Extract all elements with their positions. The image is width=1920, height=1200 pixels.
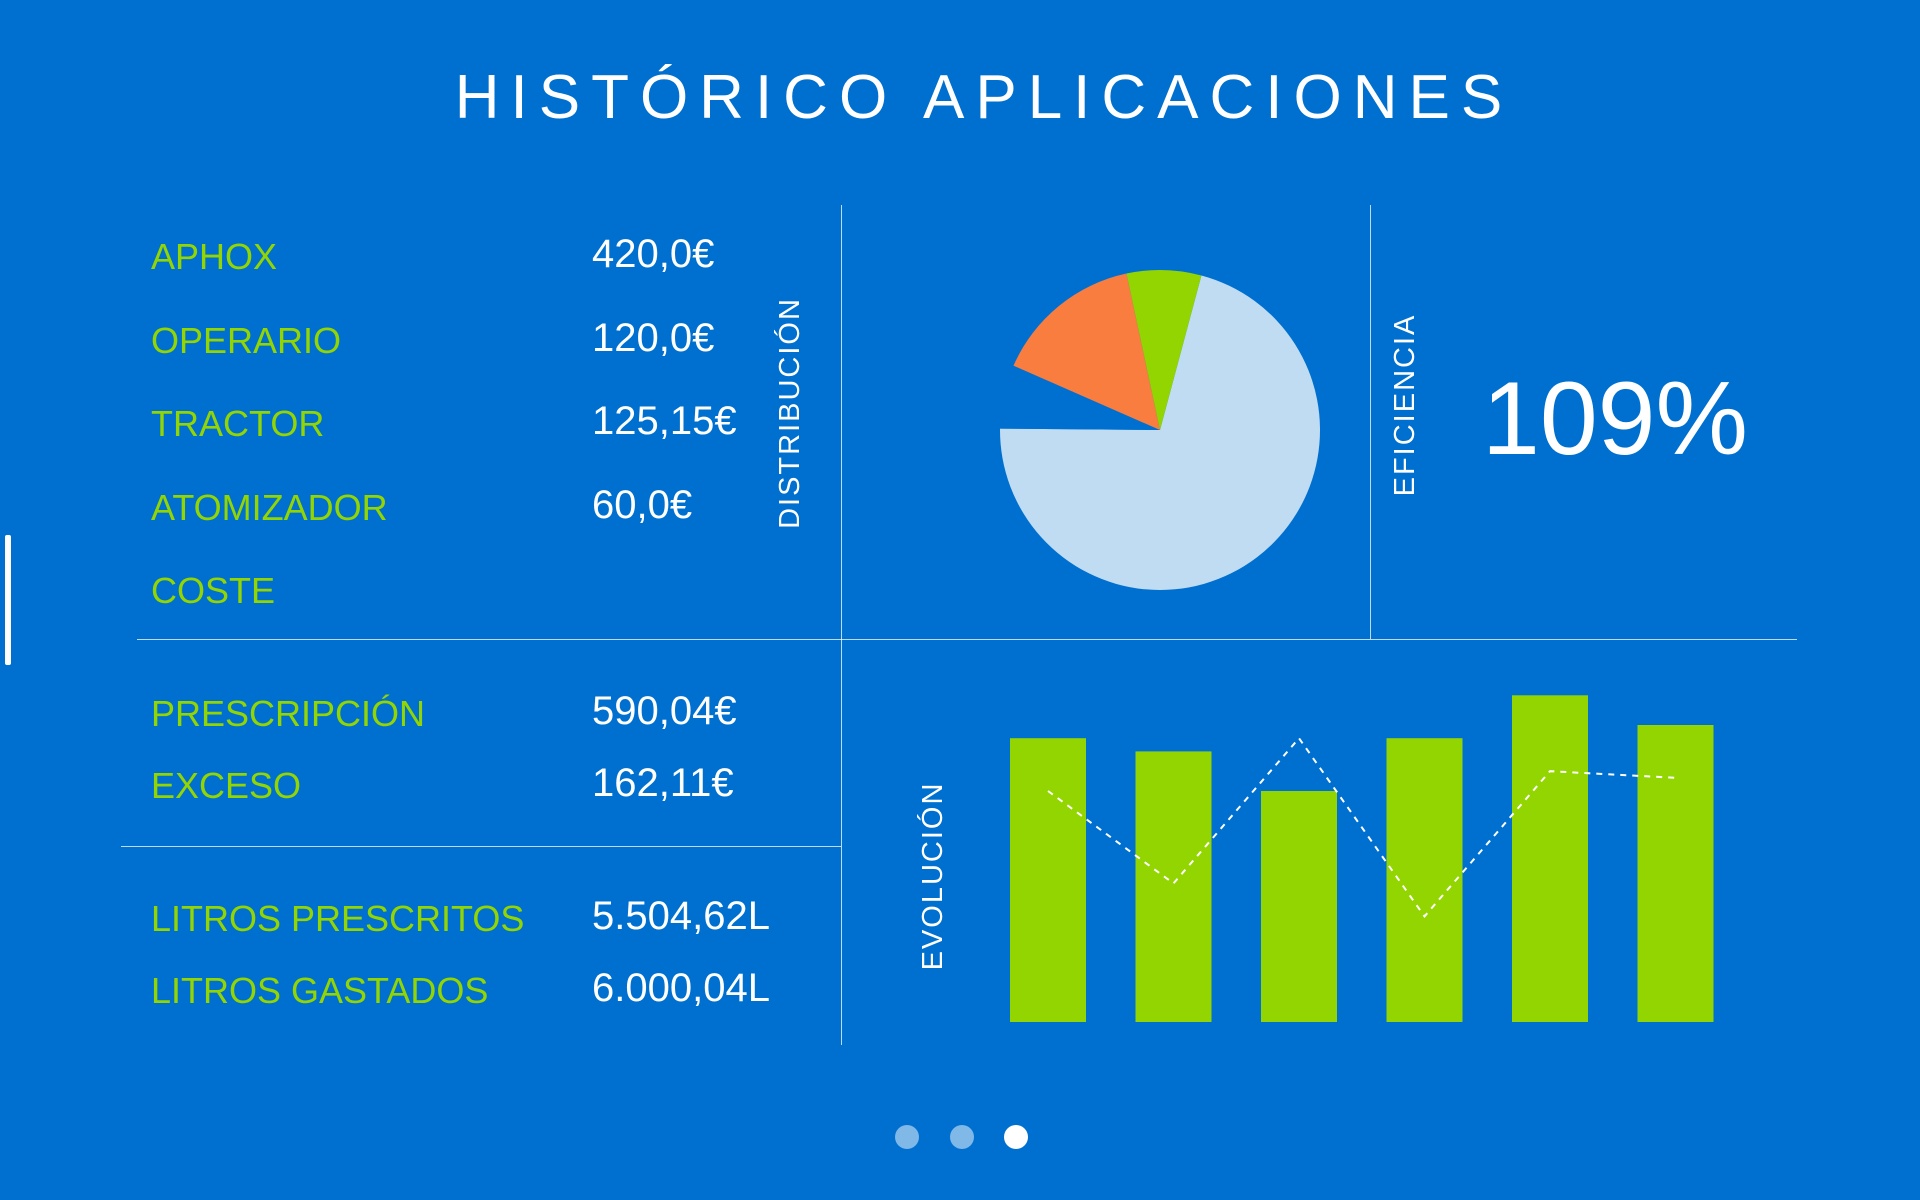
liters-spent-label: LITROS GASTADOS [151, 970, 489, 1011]
liters-spent-value: 6.000,04L [592, 966, 770, 1010]
page-dot-1[interactable] [895, 1125, 919, 1149]
page-dot-2[interactable] [950, 1125, 974, 1149]
prescription-label: PRESCRIPCIÓN [151, 693, 426, 734]
page-dot-3[interactable] [1004, 1125, 1028, 1149]
excess-value: 162,11€ [592, 761, 734, 805]
divider-horizontal-top [137, 639, 1797, 640]
pie-slice-1 [1000, 275, 1320, 590]
cost-value-atomizador: 60,0€ [592, 483, 693, 527]
evolution-trend-line [1047, 736, 1676, 919]
divider-vertical-left [841, 205, 842, 1045]
cost-label-coste: COSTE [151, 570, 276, 611]
efficiency-label: EFICIENCIA [1389, 313, 1421, 497]
liters-prescribed-value: 5.504,62L [592, 894, 770, 938]
liters-prescribed-label: LITROS PRESCRITOS [151, 898, 525, 939]
cost-label-tractor: TRACTOR [151, 403, 325, 444]
evolution-bar-2 [1135, 751, 1212, 1022]
evolution-bar-6 [1637, 725, 1714, 1022]
evolution-bar-chart [1010, 695, 1714, 1022]
pie-slice-2 [1000, 365, 1160, 430]
pie-slice-3 [1013, 273, 1160, 430]
cost-label-aphox: APHOX [151, 236, 278, 277]
cost-value-tractor: 125,15€ [592, 399, 737, 443]
cost-value-aphox: 420,0€ [592, 232, 715, 276]
excess-label: EXCESO [151, 765, 302, 806]
page-title: HISTÓRICO APLICACIONES [454, 63, 1514, 132]
efficiency-value: 109% [1482, 361, 1748, 477]
divider-horizontal-bottom [121, 846, 841, 847]
evolution-bar-5 [1512, 695, 1588, 1022]
evolution-bar-1 [1010, 738, 1086, 1022]
cost-label-atomizador: ATOMIZADOR [151, 487, 388, 528]
evolution-bar-3 [1261, 791, 1337, 1022]
side-scroll-handle[interactable] [5, 535, 11, 665]
distribution-label: DISTRIBUCIÓN [774, 297, 806, 529]
pie-slice-4 [1126, 270, 1202, 430]
cost-value-operario: 120,0€ [592, 316, 715, 360]
evolution-label: EVOLUCIÓN [917, 781, 949, 971]
prescription-value: 590,04€ [592, 689, 737, 733]
divider-vertical-right [1370, 205, 1371, 639]
distribution-pie-chart [1000, 270, 1320, 590]
cost-label-operario: OPERARIO [151, 320, 342, 361]
